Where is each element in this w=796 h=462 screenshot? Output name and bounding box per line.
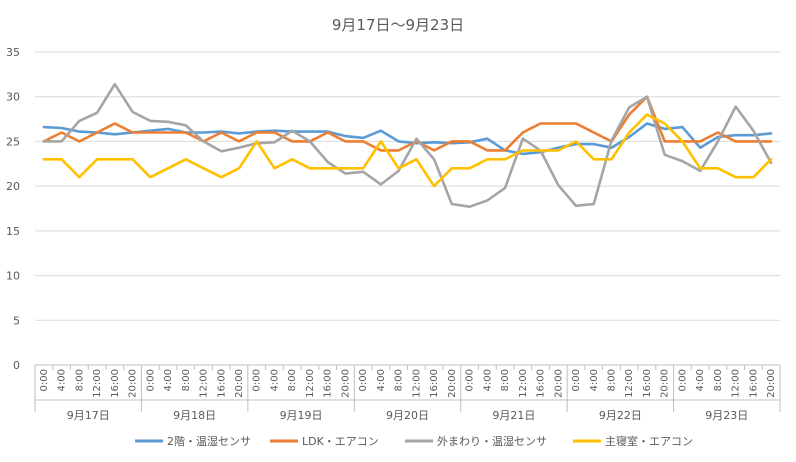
- legend-label-4: 主寝室・エアコン: [605, 434, 693, 448]
- series-line-4: [42, 113, 773, 188]
- x-tick-label: 8:00: [74, 369, 85, 391]
- y-tick-label: 5: [13, 314, 20, 327]
- legend: 2階・温湿センサ LDK・エアコン 外まわり・温湿センサ 主寝室・エアコン: [135, 434, 693, 448]
- x-tick-label: 4:00: [376, 369, 387, 391]
- axes: 0 5 10 15 20 25 30 35 0:00 4:00 8:00 12:00 16:00 20:0…: [6, 46, 781, 422]
- x-tick-label: 4:00: [269, 369, 280, 391]
- x-tick-label: 0:00: [465, 369, 476, 391]
- x-tick-label: 12:00: [199, 369, 210, 398]
- y-tick-label: 35: [6, 46, 20, 59]
- legend-label-3: 外まわり・温湿センサ: [437, 435, 547, 448]
- x-tick-label: 20:00: [660, 369, 671, 398]
- x-tick-label: 0:00: [677, 369, 688, 391]
- x-tick-label: 20:00: [553, 369, 564, 398]
- day-label: 9月22日: [599, 409, 642, 422]
- day-label: 9月17日: [67, 409, 110, 422]
- y-tick-label: 0: [13, 359, 20, 372]
- x-tick-label: 16:00: [216, 369, 227, 398]
- x-tick-label: 4:00: [695, 369, 706, 391]
- x-tick-label: 4:00: [57, 369, 68, 391]
- day-label: 9月23日: [705, 409, 748, 422]
- x-tick-label: 12:00: [518, 369, 529, 398]
- day-label: 9月19日: [280, 409, 323, 422]
- x-tick-label: 16:00: [536, 369, 547, 398]
- day-label: 9月18日: [173, 409, 216, 422]
- x-tick-label: 20:00: [447, 369, 458, 398]
- x-tick-label: 16:00: [429, 369, 440, 398]
- legend-label-2: LDK・エアコン: [302, 435, 379, 448]
- y-tick-label: 20: [6, 180, 20, 193]
- x-tick-label: 0:00: [252, 369, 263, 391]
- y-tick-label: 10: [6, 270, 20, 283]
- x-tick-label: 12:00: [305, 369, 316, 398]
- x-tick-label: 20:00: [234, 369, 245, 398]
- x-tick-label: 20:00: [128, 369, 139, 398]
- chart-title: 9月17日～9月23日: [332, 16, 464, 34]
- x-tick-label: 8:00: [394, 369, 405, 391]
- x-tick-label: 4:00: [163, 369, 174, 391]
- x-tick-label: 0:00: [358, 369, 369, 391]
- day-label: 9月21日: [492, 409, 535, 422]
- series-lines: [42, 82, 773, 208]
- x-tick-label: 12:00: [411, 369, 422, 398]
- gridlines: [35, 51, 780, 321]
- x-tick-label: 8:00: [713, 369, 724, 391]
- x-tick-label: 16:00: [110, 369, 121, 398]
- x-tick-label: 12:00: [92, 369, 103, 398]
- x-tick-label: 4:00: [589, 369, 600, 391]
- x-tick-label: 16:00: [642, 369, 653, 398]
- x-tick-label: 16:00: [748, 369, 759, 398]
- day-label: 9月20日: [386, 409, 429, 422]
- legend-label-1: 2階・温湿センサ: [167, 434, 251, 448]
- y-tick-label: 15: [6, 225, 20, 238]
- x-tick-label: 0:00: [571, 369, 582, 391]
- x-tick-label: 0:00: [145, 369, 156, 391]
- series-line-1: [42, 122, 773, 156]
- x-tick-label: 8:00: [606, 369, 617, 391]
- x-tick-label: 0:00: [39, 369, 50, 391]
- x-tick-label: 12:00: [731, 369, 742, 398]
- y-tick-label: 25: [6, 135, 20, 148]
- x-tick-label: 8:00: [287, 369, 298, 391]
- y-tick-label: 30: [6, 91, 20, 104]
- x-tick-label: 4:00: [482, 369, 493, 391]
- x-tick-label: 16:00: [323, 369, 334, 398]
- x-tick-label: 8:00: [181, 369, 192, 391]
- series-line-3: [42, 82, 773, 208]
- x-tick-label: 8:00: [500, 369, 511, 391]
- x-tick-label: 20:00: [340, 369, 351, 398]
- x-tick-label: 12:00: [624, 369, 635, 398]
- x-tick-label: 20:00: [766, 369, 777, 398]
